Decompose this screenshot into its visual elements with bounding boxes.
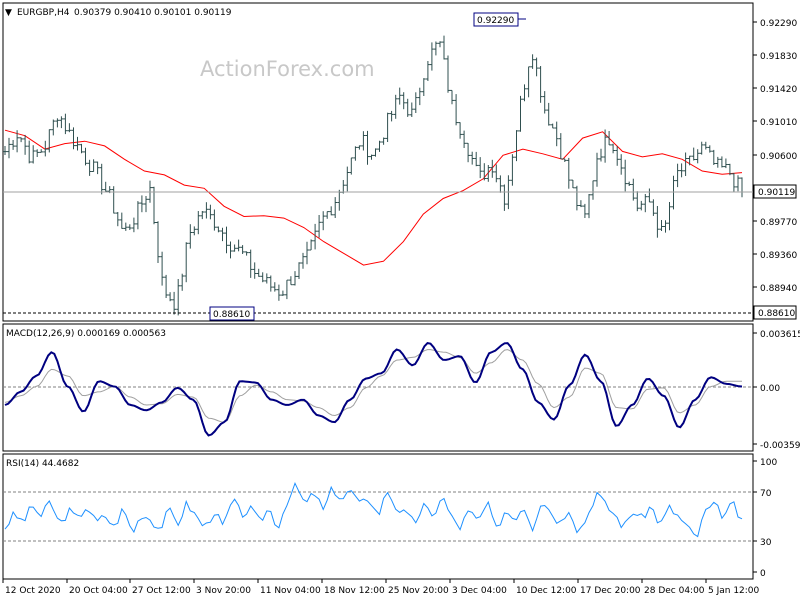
- rsi-axis: 100 70 30 0: [753, 458, 777, 579]
- low-price-axis-label: 0.88610: [758, 309, 795, 319]
- rsi-tick: 30: [760, 538, 772, 548]
- rsi-title: RSI(14) 44.4682: [6, 459, 79, 469]
- macd-signal-line: [4, 349, 742, 423]
- header-arrow[interactable]: ▼: [5, 8, 12, 18]
- time-tick-label: 17 Dec 20:00: [580, 586, 641, 596]
- macd-tick: 0.00: [760, 384, 780, 394]
- time-axis: 12 Oct 2020 20 Oct 04:00 27 Oct 12:00 3 Nov…: [2, 579, 760, 596]
- symbol-timeframe: EURGBP,H4: [17, 8, 70, 18]
- high-annotation-label: 0.92290: [477, 16, 514, 26]
- time-tick-label: 12 Oct 2020: [5, 586, 61, 596]
- rsi-tick: 100: [760, 458, 777, 468]
- rsi-layer: [4, 481, 743, 538]
- price-tick: 0.89360: [760, 251, 797, 261]
- macd-tick: 0.003615: [760, 330, 800, 340]
- price-tick: 0.91010: [760, 118, 797, 128]
- low-annotation-label: 0.88610: [213, 310, 250, 320]
- price-tick: 0.88940: [760, 284, 797, 294]
- price-panel-frame: [2, 2, 754, 322]
- rsi-tick: 70: [760, 489, 772, 499]
- moving-average-layer: [4, 129, 743, 266]
- current-price-label: 0.90119: [758, 188, 795, 198]
- time-tick-label: 11 Nov 04:00: [260, 586, 321, 596]
- rsi-line: [4, 481, 743, 538]
- time-tick-label: 3 Nov 20:00: [196, 586, 251, 596]
- price-tick: 0.90600: [760, 152, 797, 162]
- moving-average-line: [4, 129, 743, 266]
- current-price-badge: [753, 184, 797, 199]
- rsi-panel-frame: [2, 453, 754, 580]
- low-price-badge: [753, 305, 797, 320]
- macd-layer: [4, 342, 743, 437]
- low-annotation-box: [209, 306, 255, 321]
- price-tick: 0.92290: [760, 19, 797, 29]
- time-tick-label: 18 Nov 12:00: [324, 586, 385, 596]
- time-tick-label: 20 Oct 04:00: [69, 586, 128, 596]
- time-tick-label: 25 Nov 20:00: [388, 586, 449, 596]
- time-tick-label: 10 Dec 12:00: [516, 586, 577, 596]
- time-tick-label: 3 Dec 04:00: [452, 586, 507, 596]
- time-tick-label: 27 Oct 12:00: [132, 586, 191, 596]
- time-tick-label: 5 Jan 12:00: [708, 586, 760, 596]
- candles-layer: [3, 35, 744, 316]
- rsi-tick: 0: [760, 569, 766, 579]
- watermark: ActionForex.com: [200, 57, 375, 81]
- macd-axis: 0.003615 0.00 -0.003592: [753, 330, 800, 451]
- time-tick-label: 28 Dec 04:00: [644, 586, 705, 596]
- price-axis: 0.92290 0.91830 0.91420 0.91010 0.90600 …: [753, 19, 797, 294]
- macd-tick: -0.003592: [760, 441, 800, 451]
- macd-line: [4, 342, 743, 437]
- macd-title: MACD(12,26,9) 0.000169 0.000563: [6, 329, 166, 339]
- price-tick: 0.91830: [760, 52, 797, 62]
- price-tick: 0.89770: [760, 218, 797, 228]
- price-tick: 0.91420: [760, 85, 797, 95]
- ohlc-values: 0.90379 0.90410 0.90101 0.90119: [74, 8, 232, 18]
